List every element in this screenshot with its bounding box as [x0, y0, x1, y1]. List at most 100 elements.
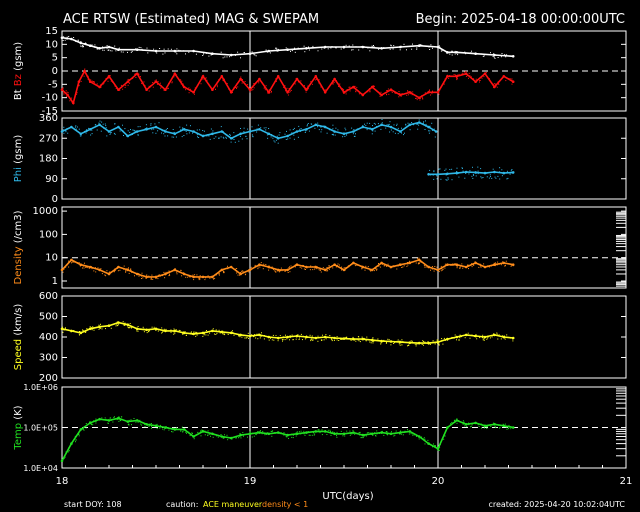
data-speck — [339, 132, 340, 133]
data-speck — [493, 84, 495, 86]
data-speck — [253, 335, 255, 337]
data-speck — [64, 454, 66, 456]
data-speck — [194, 333, 196, 335]
data-speck — [472, 79, 474, 80]
data-speck — [241, 434, 243, 436]
y-tick-label: 1.0E+05 — [23, 424, 58, 433]
data-speck — [353, 263, 355, 265]
data-speck — [78, 435, 80, 437]
data-speck — [315, 75, 317, 76]
data-speck — [496, 333, 498, 335]
data-speck — [237, 51, 239, 53]
data-speck — [67, 329, 69, 331]
data-point — [135, 327, 139, 331]
data-speck — [345, 91, 347, 93]
data-speck — [349, 90, 351, 92]
data-speck — [319, 270, 321, 271]
data-speck — [220, 434, 222, 435]
data-speck — [159, 427, 161, 429]
data-speck — [139, 126, 141, 128]
data-speck — [353, 339, 355, 341]
data-speck — [205, 77, 207, 79]
data-speck — [482, 337, 483, 338]
data-speck — [286, 338, 288, 340]
x-tick-label: 20 — [432, 476, 445, 487]
data-speck — [332, 133, 334, 135]
data-speck — [512, 338, 514, 340]
data-point — [342, 132, 346, 136]
data-speck — [235, 437, 237, 439]
y-axis-label-part: (gsm) — [13, 42, 24, 74]
data-speck — [507, 77, 509, 79]
data-point — [154, 125, 158, 129]
data-speck — [317, 340, 319, 342]
data-speck — [284, 270, 286, 272]
data-speck — [106, 48, 108, 50]
data-speck — [369, 91, 371, 92]
data-speck — [131, 271, 133, 273]
data-speck — [214, 333, 215, 335]
data-speck — [83, 45, 84, 47]
data-speck — [83, 75, 85, 77]
data-speck — [138, 420, 140, 422]
data-point — [427, 173, 430, 176]
data-speck — [309, 269, 311, 271]
data-speck — [416, 99, 418, 101]
data-speck — [326, 88, 328, 90]
data-speck — [157, 81, 159, 83]
data-speck — [268, 91, 270, 93]
data-speck — [496, 86, 498, 88]
data-speck — [392, 265, 394, 267]
data-speck — [266, 134, 268, 136]
data-speck — [249, 53, 251, 55]
data-speck — [111, 79, 113, 81]
data-speck — [255, 432, 257, 434]
data-speck — [393, 435, 395, 437]
data-speck — [510, 428, 512, 430]
data-speck — [471, 50, 472, 52]
data-speck — [314, 127, 316, 129]
data-point — [211, 329, 214, 333]
data-speck — [114, 133, 116, 135]
data-speck — [196, 334, 198, 336]
data-speck — [480, 168, 482, 170]
data-speck — [448, 77, 450, 79]
data-speck — [260, 262, 262, 264]
data-speck — [350, 338, 352, 340]
data-speck — [206, 332, 208, 333]
data-speck — [491, 177, 493, 179]
data-speck — [64, 456, 66, 458]
data-speck — [67, 92, 69, 94]
data-speck — [428, 90, 430, 92]
data-speck — [144, 328, 146, 330]
data-speck — [176, 48, 178, 50]
data-speck — [147, 52, 149, 54]
data-speck — [407, 122, 409, 124]
data-speck — [381, 122, 383, 124]
data-speck — [428, 130, 430, 132]
data-speck — [108, 272, 110, 274]
data-speck — [426, 441, 427, 443]
data-speck — [107, 422, 109, 424]
data-point — [323, 335, 327, 339]
data-speck — [231, 54, 233, 56]
data-speck — [494, 176, 496, 178]
data-point — [436, 340, 440, 344]
data-speck — [208, 83, 210, 85]
data-speck — [422, 98, 424, 100]
data-speck — [110, 132, 112, 134]
data-speck — [163, 133, 165, 135]
data-speck — [90, 266, 92, 267]
data-speck — [387, 88, 389, 90]
data-speck — [194, 87, 196, 89]
data-speck — [84, 68, 86, 70]
data-speck — [421, 44, 423, 46]
data-speck — [366, 336, 368, 338]
data-speck — [308, 46, 309, 48]
data-speck — [271, 337, 273, 339]
data-speck — [473, 264, 475, 266]
data-speck — [84, 332, 86, 333]
begin-label: Begin: 2025-04-18 00:00:00UTC — [416, 12, 625, 27]
y-tick-label: 5 — [52, 53, 58, 64]
data-speck — [169, 274, 171, 276]
